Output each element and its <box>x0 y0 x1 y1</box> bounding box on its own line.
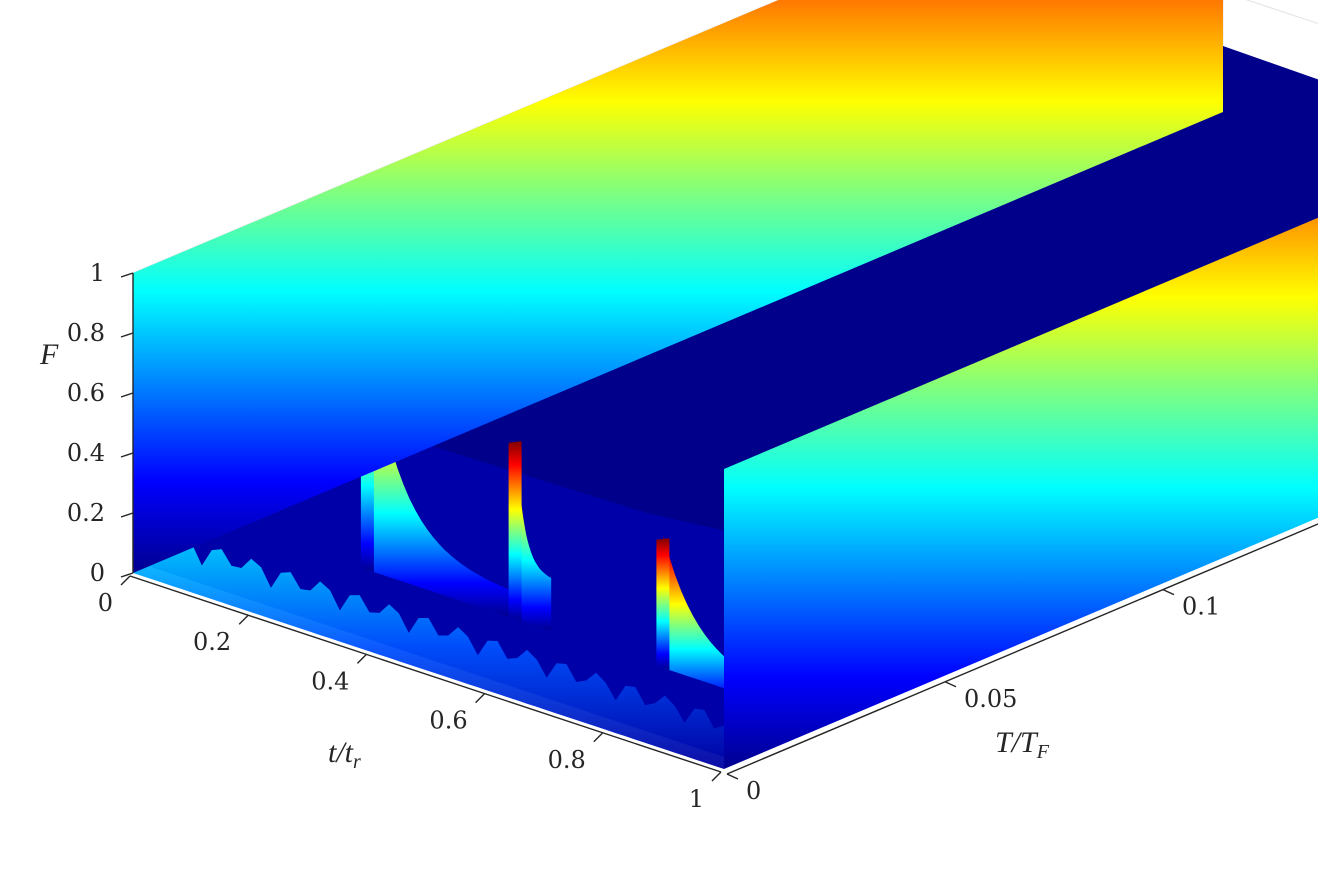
z-tick-label: 0.6 <box>67 379 105 407</box>
x-tick <box>356 653 367 664</box>
y-tick-label: 0.1 <box>1182 593 1220 621</box>
x-tick <box>593 732 604 743</box>
z-tick-label: 0.8 <box>67 319 105 347</box>
peak-2 <box>508 441 522 622</box>
x-tick <box>120 575 131 586</box>
front-band <box>133 526 724 769</box>
left-wall <box>133 0 1223 573</box>
y-axis-line <box>726 523 1318 775</box>
peak-3-ridge <box>663 536 806 716</box>
peak-2-ridge <box>515 439 552 631</box>
grid-line <box>1223 0 1318 8</box>
z-tick-label: 1 <box>90 259 105 287</box>
y-tick <box>726 773 739 780</box>
x-tick <box>238 614 249 625</box>
x-tick-label: 0.6 <box>429 707 467 735</box>
x-tick-label: 0.4 <box>311 667 349 695</box>
y-axis-label: T/TF <box>995 726 1050 763</box>
axes: 00.20.40.60.8100.20.40.60.8100.050.10.15… <box>67 259 1318 813</box>
x-tick-label: 1 <box>689 785 704 813</box>
z-tick <box>120 392 134 398</box>
z-tick <box>120 512 134 518</box>
z-axis-label: F <box>39 338 59 371</box>
x-tick-label: 0 <box>98 589 113 617</box>
peak-3 <box>656 538 670 671</box>
z-tick-label: 0.2 <box>67 499 105 527</box>
x-tick <box>475 693 486 704</box>
z-tick <box>120 272 134 278</box>
x-axis-label: t/tr <box>328 736 361 773</box>
right-wall <box>724 217 1318 769</box>
y-tick-label: 0 <box>746 777 761 805</box>
z-tick <box>120 332 134 338</box>
surface <box>133 0 1318 769</box>
x-tick-label: 0.2 <box>193 628 231 656</box>
y-tick <box>1162 588 1175 596</box>
z-tick <box>120 572 134 578</box>
x-axis-line <box>129 575 722 773</box>
peak-1-ridge <box>367 336 510 618</box>
z-tick <box>120 452 134 458</box>
x-tick <box>711 771 722 782</box>
z-tick-label: 0 <box>90 559 105 587</box>
z-tick-label: 0.4 <box>67 439 105 467</box>
y-tick <box>944 681 957 688</box>
y-tick-label: 0.05 <box>964 685 1017 713</box>
x-tick-label: 0.8 <box>548 746 586 774</box>
